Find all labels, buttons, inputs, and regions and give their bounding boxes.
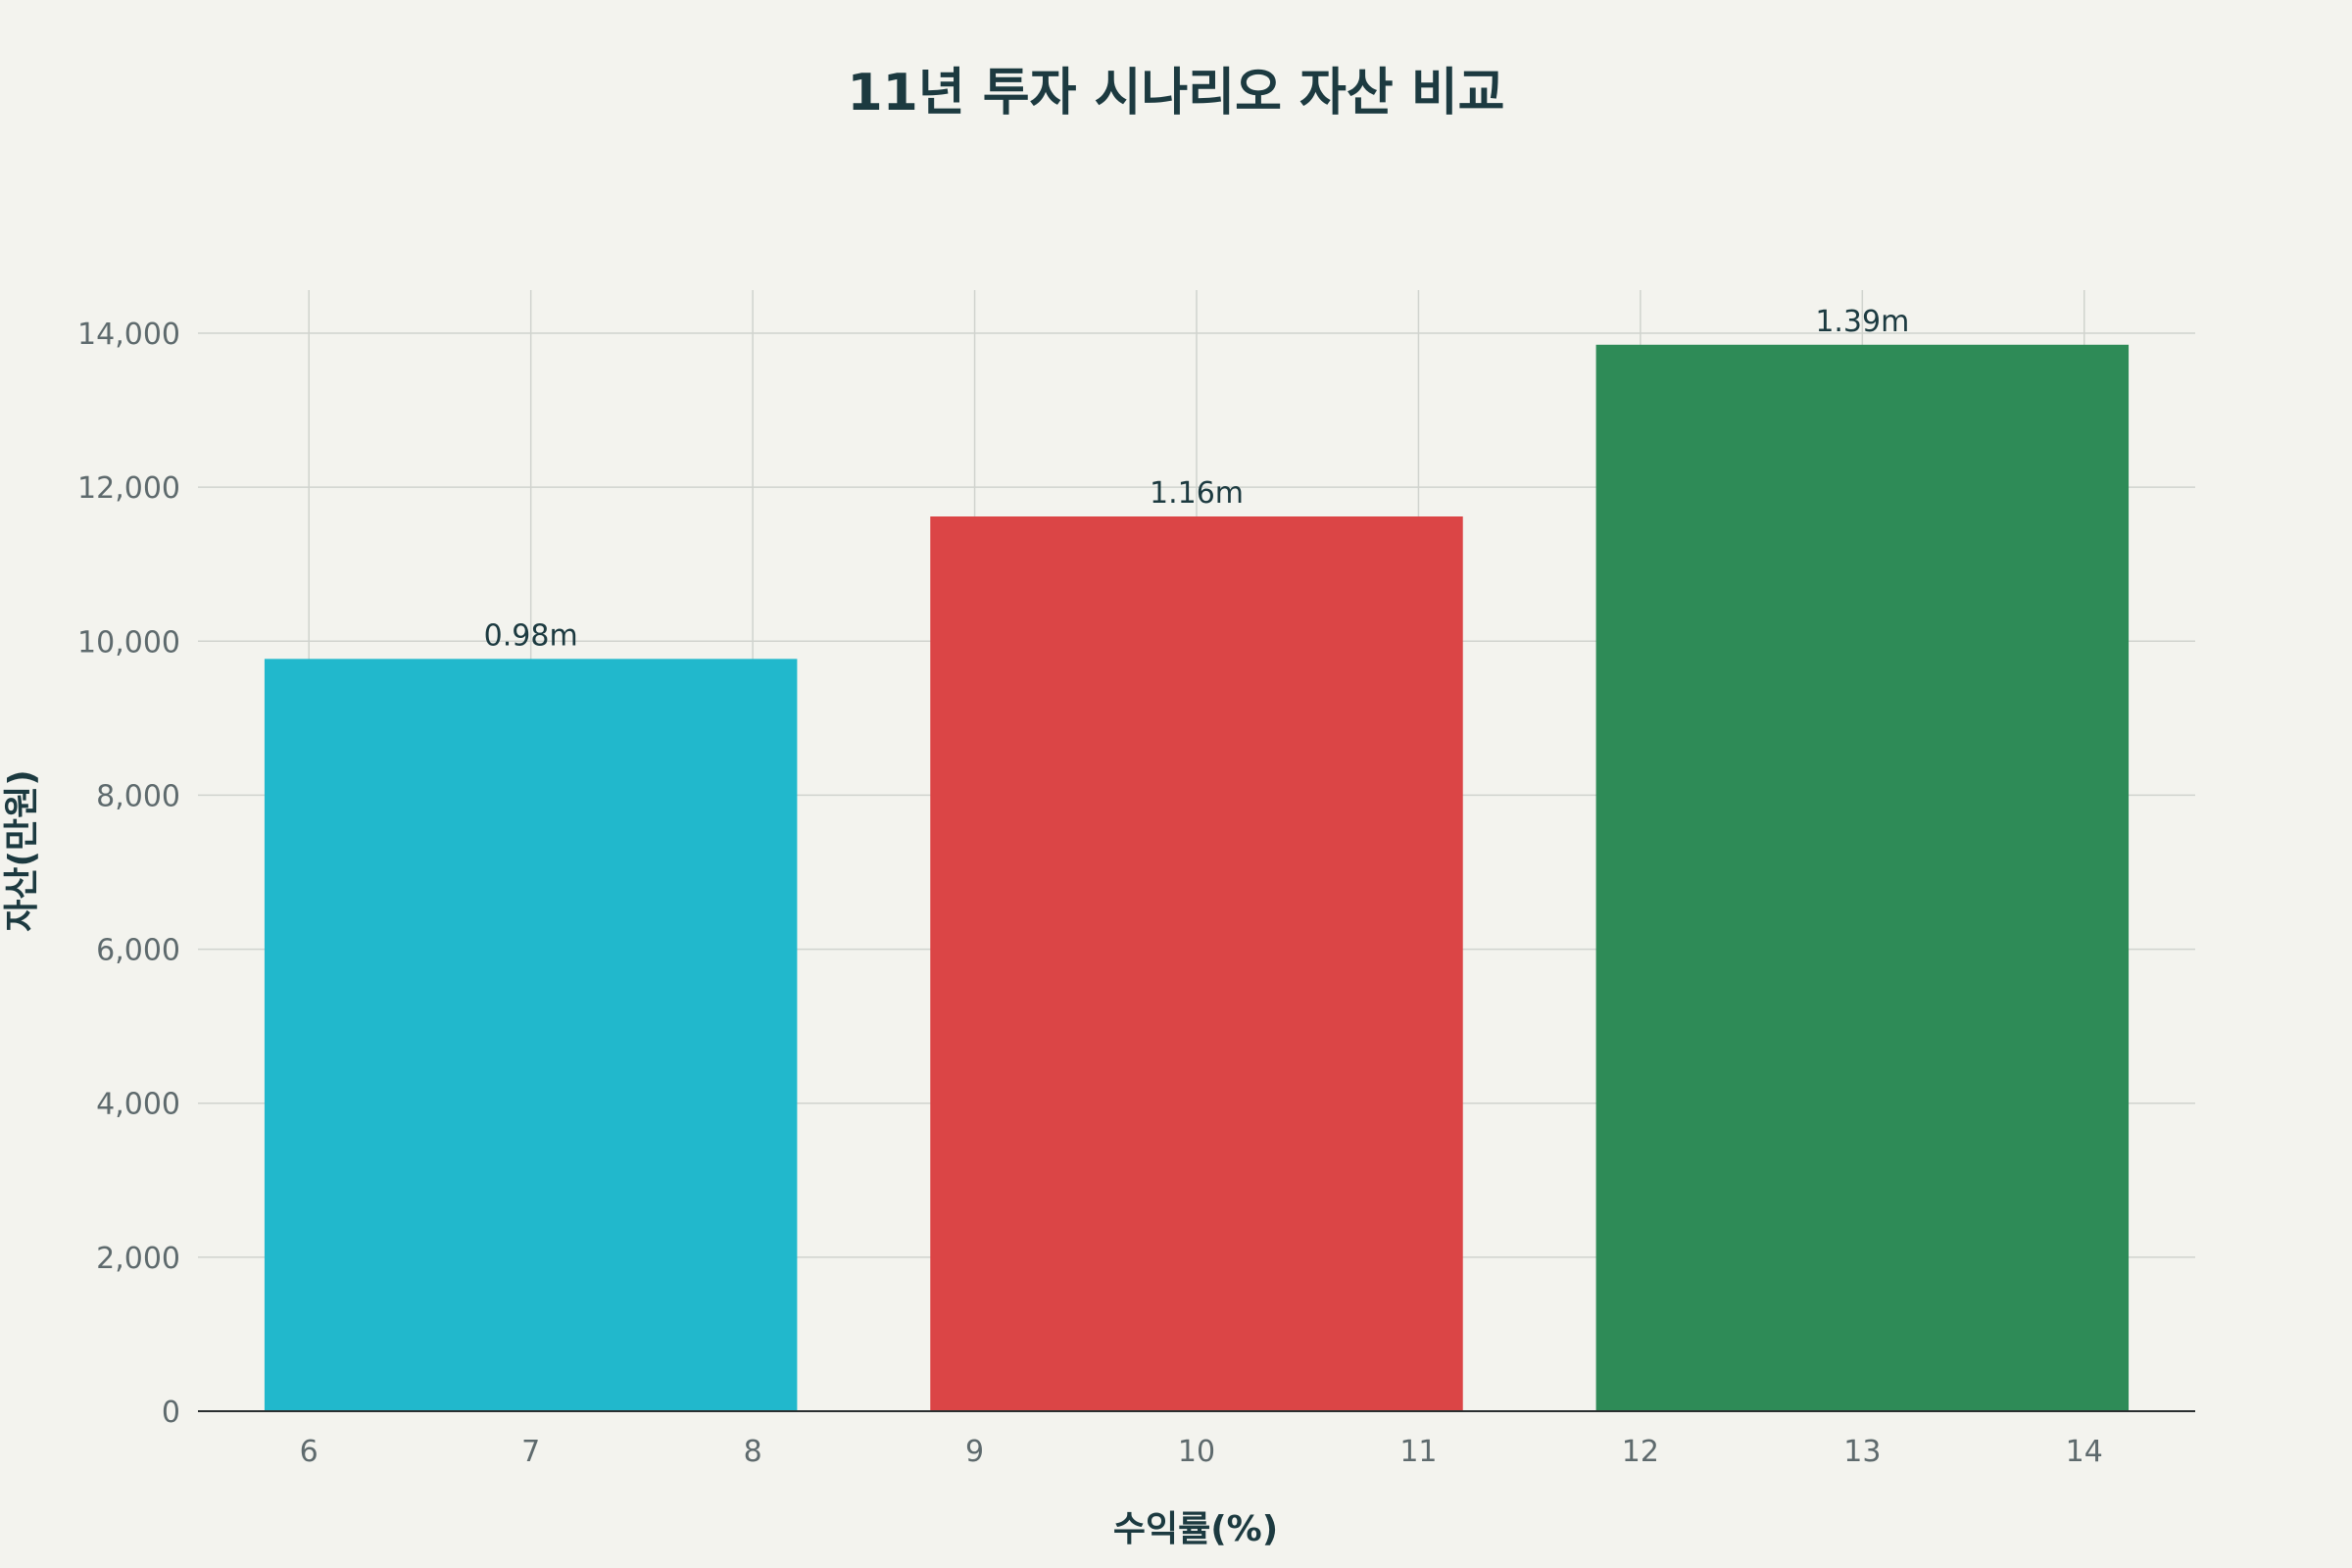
y-tick-label: 14,000	[77, 318, 180, 352]
bar-13	[1595, 344, 2130, 1412]
y-tick-label: 8,000	[96, 779, 180, 813]
y-tick-label: 10,000	[77, 625, 180, 660]
chart-title: 11년 투자 시나리오 자산 비교	[847, 64, 1504, 122]
x-tick-label: 12	[1622, 1435, 1659, 1469]
x-tick-label: 9	[965, 1435, 984, 1469]
x-tick-label: 14	[2066, 1435, 2103, 1469]
y-axis-title: 자산(만원)	[2, 769, 42, 931]
y-tick-label: 6,000	[96, 934, 180, 968]
y-tick-label: 0	[162, 1396, 180, 1430]
x-tick-label: 11	[1399, 1435, 1437, 1469]
x-axis-title: 수익률(%)	[1113, 1509, 1278, 1549]
y-axis-ticks: 0 2,000 4,000 6,000 8,000 10,000 12,000 14,000	[77, 318, 180, 1430]
x-tick-label: 6	[300, 1435, 318, 1469]
y-tick-label: 12,000	[77, 471, 180, 506]
x-tick-label: 7	[521, 1435, 540, 1469]
data-labels: 0.98m 1.16m 1.39m	[484, 305, 1910, 654]
bar-value-label: 1.16m	[1150, 476, 1244, 511]
bar-series	[264, 344, 2130, 1412]
bar-value-label: 1.39m	[1815, 305, 1909, 339]
x-tick-label: 8	[744, 1435, 762, 1469]
y-tick-label: 2,000	[96, 1242, 180, 1276]
bar-7	[264, 659, 798, 1411]
bar-value-label: 0.98m	[484, 618, 578, 653]
x-tick-label: 13	[1843, 1435, 1881, 1469]
y-tick-label: 4,000	[96, 1088, 180, 1122]
bar-10	[930, 516, 1463, 1411]
x-tick-label: 10	[1178, 1435, 1215, 1469]
x-axis-ticks: 6 7 8 9 10 11 12 13 14	[300, 1435, 2103, 1469]
